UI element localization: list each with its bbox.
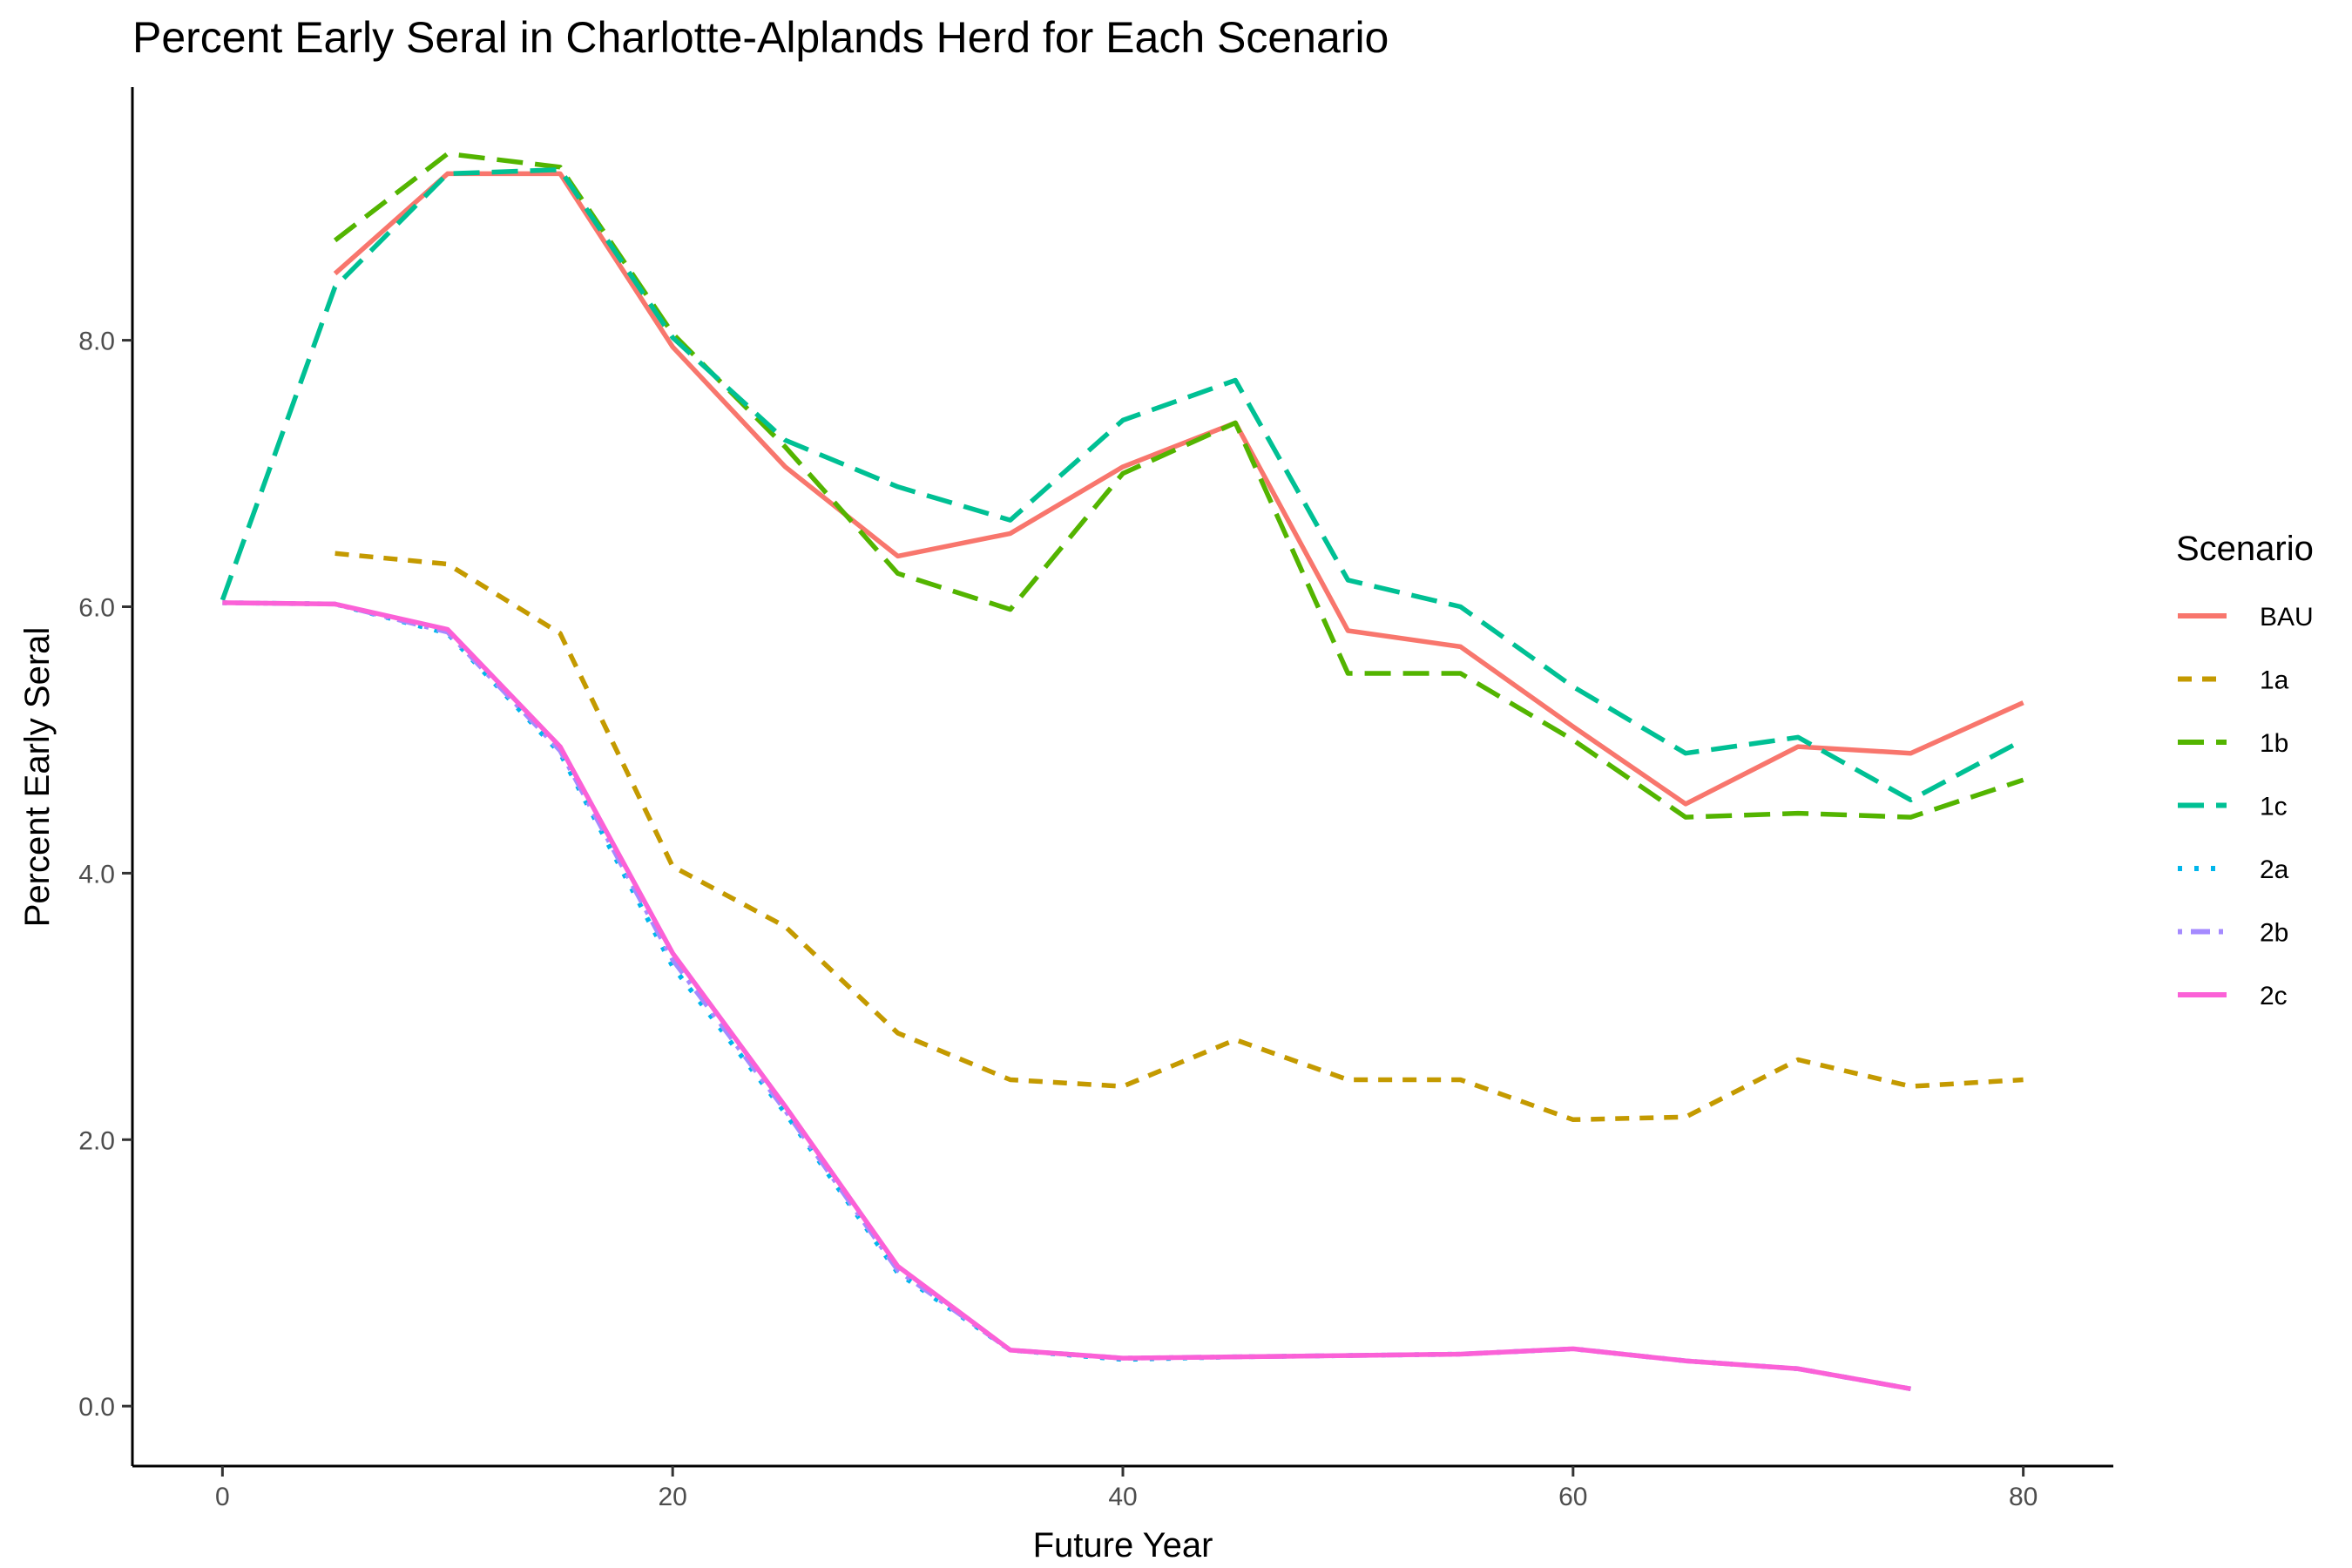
legend-label-bau: BAU xyxy=(2260,603,2314,632)
legend-label-2a: 2a xyxy=(2260,855,2289,884)
legend-label-1c: 1c xyxy=(2260,793,2288,821)
legend-title: Scenario xyxy=(2176,530,2314,568)
y-tick-label: 0.0 xyxy=(78,1393,115,1422)
legend-label-2b: 2b xyxy=(2260,919,2288,948)
series-line-bau xyxy=(333,171,2024,807)
x-tick-label: 60 xyxy=(1558,1483,1587,1511)
y-tick-label: 4.0 xyxy=(78,860,115,889)
y-tick-label: 6.0 xyxy=(78,593,115,622)
x-axis-ticks: 0 20 40 60 80 xyxy=(215,1466,2038,1511)
series-line-2a xyxy=(222,600,1911,1392)
plot-area xyxy=(220,151,2024,1392)
y-axis-ticks: 0.0 2.0 4.0 6.0 8.0 xyxy=(78,328,132,1422)
legend: BAU 1a 1b 1c 2a 2b 2c xyxy=(2178,603,2314,1010)
x-tick-label: 80 xyxy=(2009,1483,2038,1511)
series-line-2b xyxy=(222,600,1911,1392)
legend-label-1a: 1a xyxy=(2260,666,2289,695)
legend-label-1b: 1b xyxy=(2260,729,2288,758)
series-line-1b xyxy=(333,151,2024,820)
y-axis-title: Percent Early Seral xyxy=(18,627,57,928)
x-axis-title: Future Year xyxy=(1033,1526,1213,1565)
x-tick-label: 40 xyxy=(1108,1483,1137,1511)
series-line-1c xyxy=(220,167,2024,803)
y-tick-label: 8.0 xyxy=(78,328,115,356)
y-tick-label: 2.0 xyxy=(78,1126,115,1155)
x-tick-label: 20 xyxy=(658,1483,686,1511)
series-line-2c xyxy=(222,600,1911,1392)
x-tick-label: 0 xyxy=(215,1483,230,1511)
series-line-1a xyxy=(335,551,2024,1123)
legend-label-2c: 2c xyxy=(2260,982,2288,1010)
chart-title: Percent Early Seral in Charlotte-Alpland… xyxy=(132,13,1389,62)
